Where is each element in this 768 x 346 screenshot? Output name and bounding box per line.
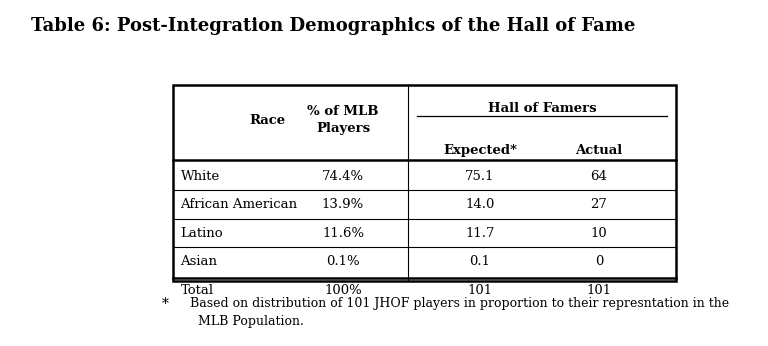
Text: 64: 64	[591, 170, 607, 183]
Text: African American: African American	[180, 198, 298, 211]
Text: Based on distribution of 101 JHOF players in proportion to their represntation i: Based on distribution of 101 JHOF player…	[182, 297, 730, 328]
Text: 11.6%: 11.6%	[322, 227, 364, 239]
Text: 0.1: 0.1	[469, 255, 491, 268]
Text: Table 6: Post-Integration Demographics of the Hall of Fame: Table 6: Post-Integration Demographics o…	[31, 17, 635, 35]
Text: 100%: 100%	[324, 284, 362, 297]
Text: 101: 101	[468, 284, 492, 297]
Text: 0.1%: 0.1%	[326, 255, 360, 268]
Text: Expected*: Expected*	[443, 144, 517, 157]
Text: 27: 27	[591, 198, 607, 211]
Text: Total: Total	[180, 284, 214, 297]
Text: 10: 10	[591, 227, 607, 239]
Text: 14.0: 14.0	[465, 198, 495, 211]
Text: *: *	[161, 297, 168, 311]
Text: 11.7: 11.7	[465, 227, 495, 239]
Text: 101: 101	[587, 284, 611, 297]
Text: 0: 0	[594, 255, 603, 268]
Text: White: White	[180, 170, 220, 183]
Text: 75.1: 75.1	[465, 170, 495, 183]
Text: Race: Race	[249, 113, 285, 127]
Text: 74.4%: 74.4%	[322, 170, 364, 183]
Text: 13.9%: 13.9%	[322, 198, 364, 211]
Text: Hall of Famers: Hall of Famers	[488, 102, 597, 115]
Text: Asian: Asian	[180, 255, 217, 268]
Text: Actual: Actual	[575, 144, 623, 157]
Text: % of MLB
Players: % of MLB Players	[307, 105, 379, 135]
Text: Latino: Latino	[180, 227, 223, 239]
